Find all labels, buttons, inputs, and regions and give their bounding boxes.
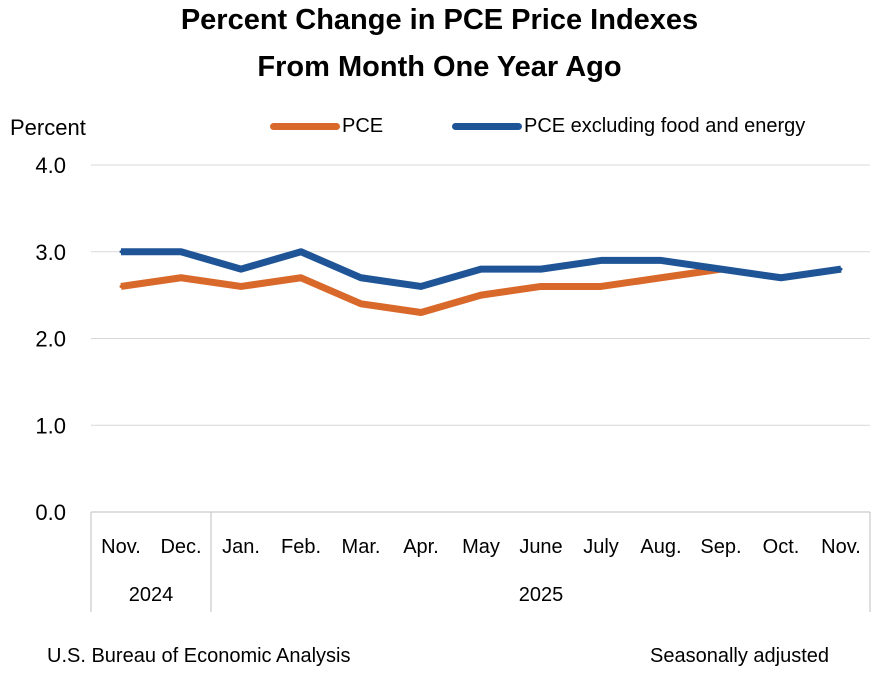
y-tick-label: 3.0 (35, 240, 66, 265)
x-tick-label: Sep. (700, 536, 741, 558)
x-tick-label: May (462, 536, 500, 558)
data-point-1-12 (839, 267, 843, 271)
data-point-0-6 (479, 293, 483, 297)
x-tick-label: Feb. (281, 536, 321, 558)
y-tick-label: 4.0 (35, 153, 66, 178)
year-label-2024: 2024 (129, 584, 174, 606)
data-point-0-0 (119, 284, 123, 288)
chart-subtitle: From Month One Year Ago (257, 51, 622, 83)
legend-item-core-pce: PCE excluding food and energy (452, 115, 805, 138)
x-tick-label: Oct. (763, 536, 800, 558)
year-label-2025: 2025 (519, 584, 564, 606)
x-tick-label: July (583, 536, 619, 558)
data-point-1-3 (299, 250, 303, 254)
data-point-0-2 (239, 284, 243, 288)
data-point-0-4 (359, 302, 363, 306)
data-point-1-4 (359, 276, 363, 280)
legend-swatch-pce (270, 123, 340, 130)
data-point-1-8 (599, 258, 603, 262)
x-tick-label: Dec. (160, 536, 201, 558)
data-point-1-7 (539, 267, 543, 271)
data-point-0-8 (599, 284, 603, 288)
seasonal-note: Seasonally adjusted (650, 645, 830, 667)
data-point-0-1 (179, 276, 183, 280)
data-point-0-5 (419, 310, 423, 314)
y-tick-label: 0.0 (35, 500, 66, 525)
x-tick-label: Apr. (403, 536, 439, 558)
data-point-1-11 (779, 276, 783, 280)
series-line-0 (120, 265, 722, 316)
data-point-0-7 (539, 284, 543, 288)
x-tick-label: Aug. (640, 536, 681, 558)
legend-item-pce: PCE (270, 115, 383, 138)
data-point-1-5 (419, 284, 423, 288)
legend-swatch-core-pce (452, 123, 522, 130)
data-point-1-0 (119, 250, 123, 254)
chart-title: Percent Change in PCE Price Indexes (180, 4, 699, 36)
data-point-1-10 (719, 267, 723, 271)
y-tick-label: 2.0 (35, 327, 66, 352)
legend-label-core-pce: PCE excluding food and energy (524, 115, 806, 137)
source-note: U.S. Bureau of Economic Analysis (47, 645, 351, 667)
data-point-1-6 (479, 267, 483, 271)
data-point-1-1 (179, 250, 183, 254)
data-point-0-9 (659, 276, 663, 280)
x-tick-label: Mar. (342, 536, 381, 558)
x-tick-label: Nov. (821, 536, 861, 558)
x-tick-label: Nov. (101, 536, 141, 558)
data-point-0-3 (299, 276, 303, 280)
data-point-1-2 (239, 267, 243, 271)
y-axis-label: Percent (10, 115, 86, 140)
legend-label-pce: PCE (342, 115, 384, 137)
data-point-1-9 (659, 258, 663, 262)
x-tick-label: June (519, 536, 562, 558)
y-tick-label: 1.0 (35, 413, 66, 438)
x-tick-label: Jan. (222, 536, 260, 558)
